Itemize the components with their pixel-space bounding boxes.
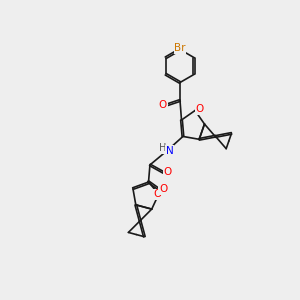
Text: Br: Br xyxy=(174,43,186,53)
Text: O: O xyxy=(159,184,167,194)
Text: O: O xyxy=(195,104,204,114)
Text: O: O xyxy=(153,189,161,199)
Text: O: O xyxy=(159,100,167,110)
Text: O: O xyxy=(164,167,172,177)
Text: N: N xyxy=(166,146,173,155)
Text: H: H xyxy=(159,143,166,153)
